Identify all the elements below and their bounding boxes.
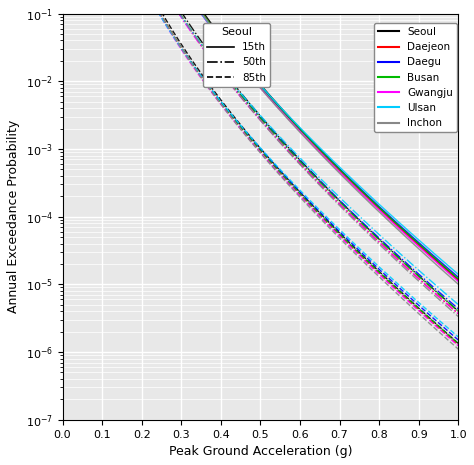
X-axis label: Peak Ground Acceleration (g): Peak Ground Acceleration (g) xyxy=(169,445,352,458)
Legend: Seoul, Daejeon, Daegu, Busan, Gwangju, Ulsan, Inchon: Seoul, Daejeon, Daegu, Busan, Gwangju, U… xyxy=(374,23,457,133)
Y-axis label: Annual Exceedance Probability: Annual Exceedance Probability xyxy=(7,120,20,313)
